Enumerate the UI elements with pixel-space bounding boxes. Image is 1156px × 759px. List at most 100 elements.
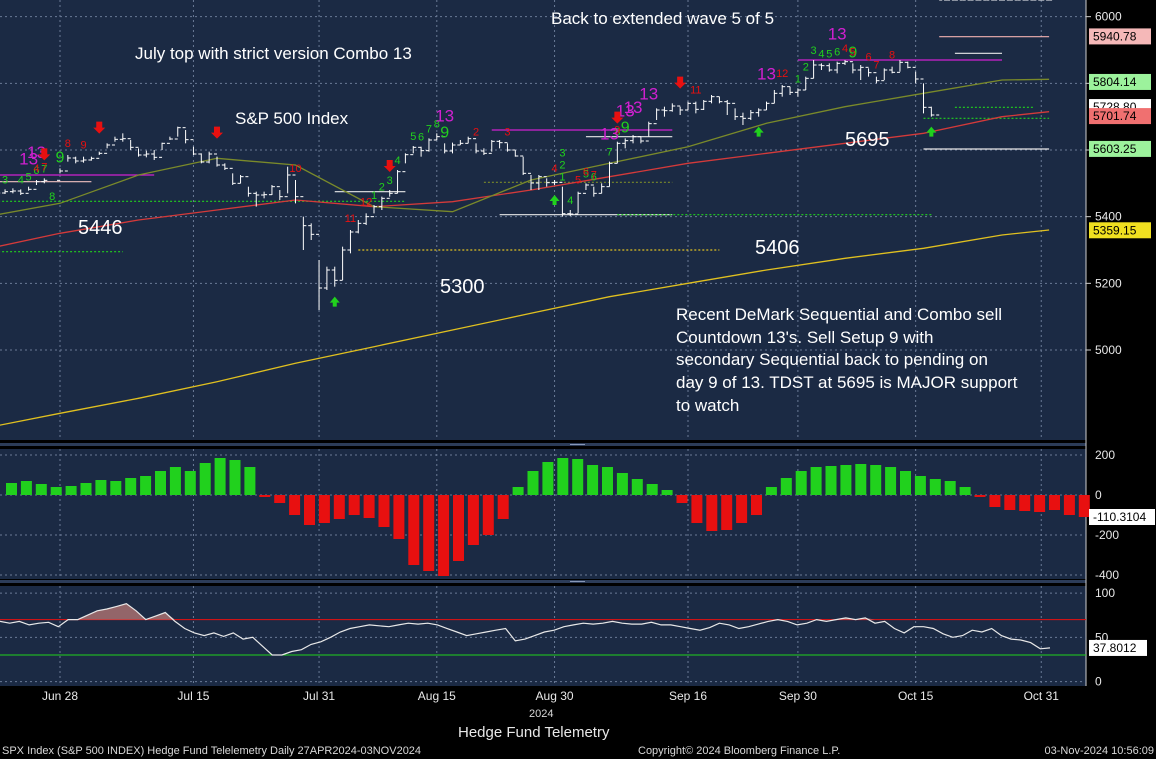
chart-annotations: Back to extended wave 5 of 5 July top wit…: [78, 9, 1018, 415]
demark-count-label: 7: [606, 147, 612, 159]
momentum-bar: [304, 495, 315, 525]
momentum-bar: [95, 480, 107, 495]
panel-divider-1[interactable]: [0, 443, 1086, 446]
demark-count-label: 5: [26, 172, 32, 184]
momentum-bar: [959, 487, 971, 495]
price-axis-label: 5400: [1095, 210, 1122, 224]
demark-count-label: 5: [575, 175, 581, 187]
momentum-bar: [929, 479, 941, 495]
demark-count-label: 8: [614, 127, 620, 139]
demark-count-label: 3: [559, 148, 565, 160]
sell-arrow-icon: [38, 148, 51, 161]
momentum-bar: [661, 490, 673, 495]
demark-count-label: 7: [41, 161, 47, 173]
momentum-bar: [438, 495, 450, 576]
price-axis-label: 5000: [1095, 343, 1122, 357]
demark-count-label: 4: [33, 163, 39, 175]
momentum-bar: [289, 495, 301, 515]
sell-arrow-icon: [211, 126, 223, 139]
momentum-bar: [989, 495, 1001, 507]
momentum-bar: [274, 495, 286, 503]
price-panel-bg: [0, 0, 1086, 440]
demark-count-label: 4: [567, 195, 573, 207]
combo-13-label: 13: [639, 85, 658, 104]
demark-count-label: 4: [394, 155, 400, 167]
momentum-bar: [572, 459, 584, 495]
momentum-axis-label: 0: [1095, 488, 1102, 502]
momentum-bar: [1049, 495, 1060, 510]
momentum-axis-label: -200: [1095, 528, 1119, 542]
demark-count-label: 9: [614, 125, 620, 137]
momentum-bars: 200 0 -200 -400 -110.3104: [0, 448, 1155, 582]
xaxis-tick-label: Sep 16: [669, 689, 707, 703]
demark-count-label: 8: [65, 138, 71, 150]
momentum-bar: [6, 483, 17, 495]
demark-count-label: 3: [2, 174, 8, 186]
panel-divider-2[interactable]: [0, 580, 1086, 583]
momentum-bar: [393, 495, 405, 539]
momentum-bar: [110, 481, 122, 495]
demark-count-label: 9: [848, 44, 857, 61]
momentum-bar: [467, 495, 479, 545]
demark-count-label: 5: [826, 48, 832, 60]
momentum-bar: [840, 465, 852, 495]
momentum-bar: [50, 487, 62, 495]
chart-annotation: day 9 of 13. TDST at 5695 is MAJOR suppo…: [676, 373, 1018, 392]
momentum-bar: [214, 458, 226, 495]
momentum-bar: [259, 495, 271, 497]
momentum-bar: [482, 495, 494, 535]
demark-count-label: 6: [33, 165, 39, 177]
momentum-bar: [736, 495, 748, 523]
demark-count-label: 1: [999, 0, 1005, 3]
price-level-badge: [1089, 140, 1151, 157]
momentum-bar: [453, 495, 464, 561]
chart-annotation: 5446: [78, 217, 123, 239]
price-level-label: 5940.78: [1093, 29, 1137, 43]
momentum-bar: [795, 471, 807, 495]
xaxis-tick-label: Aug 30: [536, 689, 574, 703]
rsi-panel-bg: [0, 586, 1086, 686]
chart-annotation: 5406: [755, 237, 800, 259]
demark-count-label: 8: [434, 118, 440, 130]
grid-lines: [0, 0, 1086, 686]
demark-count-label: 6: [834, 47, 840, 59]
price-level-label: 5603.25: [1093, 142, 1137, 156]
rsi-series-line: [0, 603, 1051, 656]
chart-footer-title: Hedge Fund Telemetry: [458, 724, 610, 741]
demark-count-label: 8: [968, 0, 974, 3]
xaxis-tick-label: Jun 28: [42, 689, 78, 703]
demark-count-label: 12: [360, 196, 372, 208]
momentum-bar: [244, 467, 256, 495]
demark-count-label: 9: [56, 149, 65, 166]
momentum-bar: [80, 483, 92, 495]
momentum-bar: [497, 495, 509, 519]
demark-count-label: 1: [1015, 0, 1021, 3]
momentum-bar: [721, 495, 733, 530]
demark-count-label: 1: [795, 73, 801, 85]
momentum-bar: [706, 495, 718, 531]
demark-count-label: 5: [850, 46, 856, 58]
demark-count-label: 8: [49, 191, 55, 203]
momentum-bar: [810, 467, 822, 495]
buy-arrow-icon: [549, 195, 560, 205]
demark-count-label: 6: [591, 172, 597, 184]
demark-count-label: 3: [504, 126, 510, 138]
momentum-bar: [423, 495, 435, 571]
demark-count-label: 12: [776, 68, 788, 80]
momentum-bar: [155, 471, 166, 495]
demark-count-label: 6: [865, 51, 871, 63]
chart-annotation: 5300: [440, 276, 485, 298]
price-axis-label: 5200: [1095, 276, 1122, 290]
momentum-bar: [900, 471, 911, 495]
xaxis-tick-label: Oct 15: [898, 689, 934, 703]
demark-count-label: 9: [440, 124, 449, 141]
demark-count-label: 2: [803, 62, 809, 74]
combo-13-label: 13: [27, 143, 46, 162]
momentum-bar: [348, 495, 360, 515]
buy-arrow-icon: [926, 126, 937, 137]
xaxis-tick-label: Aug 15: [418, 689, 456, 703]
xaxis-tick-label: Oct 31: [1024, 689, 1060, 703]
momentum-bar: [780, 478, 792, 495]
